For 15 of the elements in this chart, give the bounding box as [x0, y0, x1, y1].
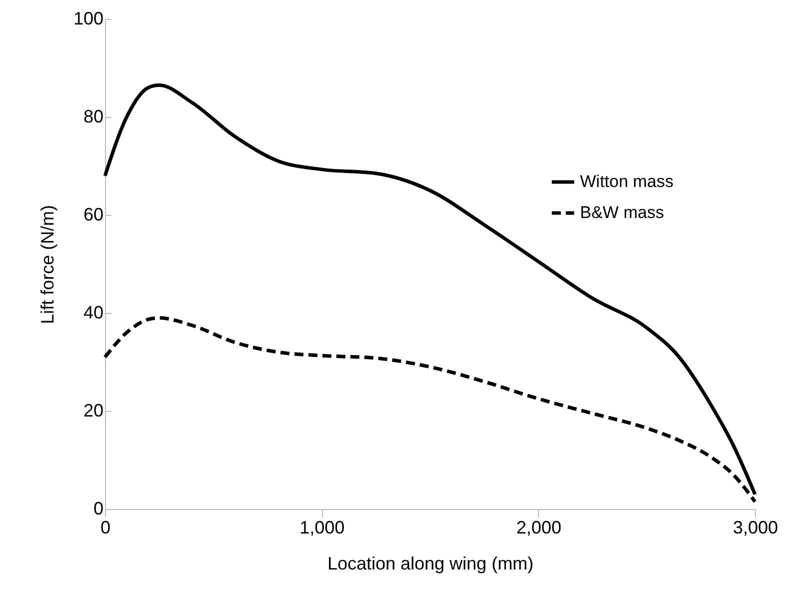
- y-tick-label: 0: [93, 498, 104, 518]
- y-tick-label: 40: [83, 302, 104, 322]
- y-tick-label: 20: [83, 400, 104, 420]
- y-tick-label: 80: [83, 106, 104, 126]
- legend-label: B&W mass: [580, 203, 664, 222]
- x-axis-title: Location along wing (mm): [327, 554, 534, 574]
- legend-label: Witton mass: [580, 172, 674, 191]
- x-tick-label: 2,000: [516, 518, 562, 538]
- y-axis-title: Lift force (N/m): [37, 204, 58, 324]
- y-tick-label: 60: [83, 204, 104, 224]
- line-series: [103, 83, 757, 496]
- line-series: [103, 316, 757, 504]
- x-tick-label: 1,000: [300, 518, 345, 538]
- y-tick-label: 100: [73, 8, 104, 28]
- x-tick-label: 3,000: [732, 518, 778, 538]
